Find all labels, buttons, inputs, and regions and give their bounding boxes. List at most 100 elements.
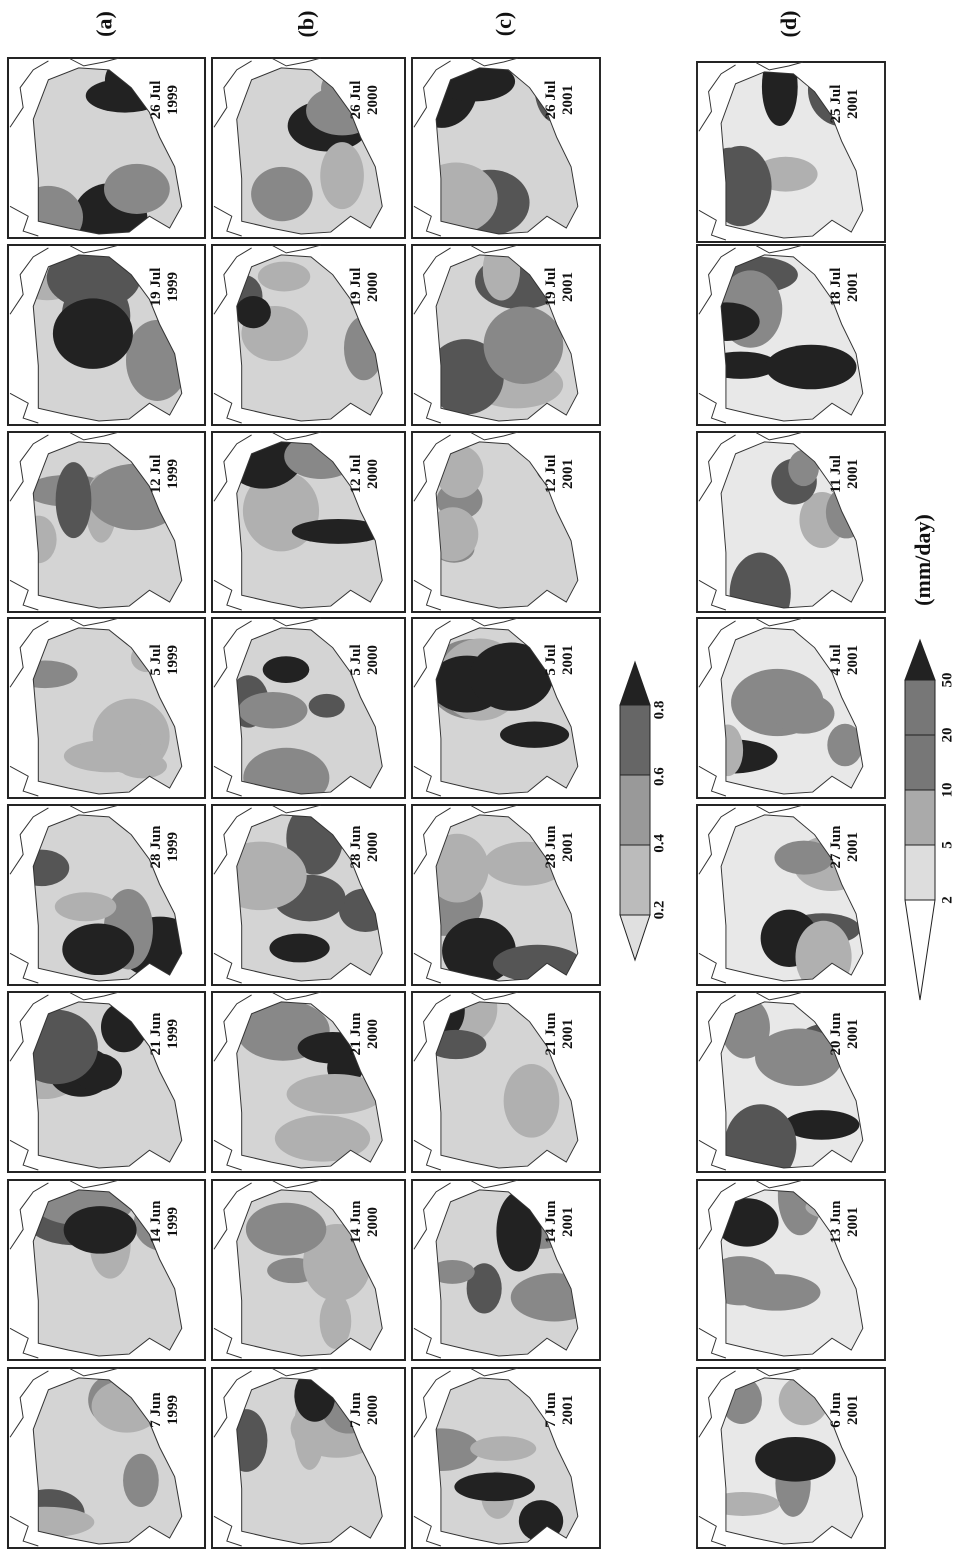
map-year: 2001 [845,459,861,489]
map-year: 2000 [365,645,381,675]
map-panel [696,804,886,986]
map-panel [696,244,886,426]
map-year: 2000 [365,85,381,115]
map-panel [696,991,886,1173]
map-outline [435,254,579,422]
map-contour [274,1115,371,1162]
coastline [469,1367,519,1377]
map-year: 2000 [365,1207,381,1237]
map-outline [435,441,579,609]
map-contour [436,1259,475,1284]
colorbar-tick-label: 50 [939,673,955,688]
map-date: 19 Jul [148,268,164,307]
colorbar-arrow [904,899,936,1001]
map-date: 20 Jun [828,1012,844,1056]
coastline [9,60,49,128]
map-panel [6,617,207,799]
map-contour [236,1409,268,1472]
coastline [271,804,321,814]
coastline [469,617,519,627]
map-date: 27 Jun [828,825,844,869]
coastline [754,61,804,71]
map-contour [503,1064,560,1138]
map-date: 26 Jul [348,81,364,120]
map-contour [238,692,308,729]
coastline [413,994,451,1062]
map-panel [211,1367,406,1549]
colorbar-tick-label: 0.2 [651,901,667,920]
map-contour [33,849,70,887]
map-panel [696,1179,886,1361]
coastline [9,952,39,984]
colorbar-arrow [619,660,651,706]
map-contour [772,693,835,734]
map-contour [470,1436,537,1461]
map-outline [236,1189,383,1357]
map-date: 12 Jul [348,455,364,494]
map-contour [483,306,564,384]
map-region [436,1189,578,1357]
colorbar-unit: (mm/day) [910,514,935,606]
map-panel [211,431,406,613]
colorbar-segment [619,844,651,916]
coastline [754,991,804,1001]
map-year: 2001 [560,645,576,675]
map-contour [724,1104,797,1169]
colorbar-tick-label: 20 [939,728,955,743]
coastline [469,431,519,441]
map-date: 7 Jun [348,1392,364,1428]
map-contour [469,642,554,711]
map-date: 19 Jul [543,268,559,307]
map-date: 28 Jun [148,825,164,869]
map-outline [236,1377,383,1545]
map-year: 2001 [845,1207,861,1237]
map-date: 21 Jun [348,1012,364,1056]
map-contour [103,163,170,214]
map-outline [32,1189,183,1357]
map-panel [211,57,406,239]
map-year: 2001 [560,1207,576,1237]
map-outline [720,71,864,239]
coastline [698,1515,727,1547]
map-panel [6,57,207,239]
coastline [698,952,727,984]
map-contour [827,723,863,767]
map-date: 18 Jul [828,268,844,307]
map-contour [123,1453,159,1508]
colorbar-segment [619,774,651,846]
map-panel [6,431,207,613]
map-contour [500,721,570,748]
map-contour [436,339,504,415]
map-contour [436,1428,480,1472]
coastline [698,1327,727,1359]
map-outline [720,814,864,982]
map-date: 25 Jul [828,85,844,124]
coastline [754,617,804,627]
map-contour [63,1206,137,1254]
map-date: 14 Jun [543,1200,559,1244]
coastline [698,765,727,797]
coastline [271,244,321,254]
map-year: 1999 [165,832,181,862]
colorbar-segment [904,844,936,901]
coastline [469,804,519,814]
coastline [9,1182,49,1250]
coastline [9,765,39,797]
map-panel [211,991,406,1173]
coastline [469,244,519,254]
map-contour [236,296,271,329]
map-contour [33,515,57,564]
coastline [213,1370,252,1438]
coastline [698,1370,736,1438]
coastline [754,431,804,441]
coastline [213,1515,242,1547]
map-year: 2000 [365,459,381,489]
map-year: 2001 [560,832,576,862]
coastline [213,994,252,1062]
coastline [9,392,39,424]
coastline [9,205,39,237]
coastline [271,991,321,1001]
coastline [68,244,120,254]
map-panel [696,431,886,613]
map-year: 1999 [165,1395,181,1425]
